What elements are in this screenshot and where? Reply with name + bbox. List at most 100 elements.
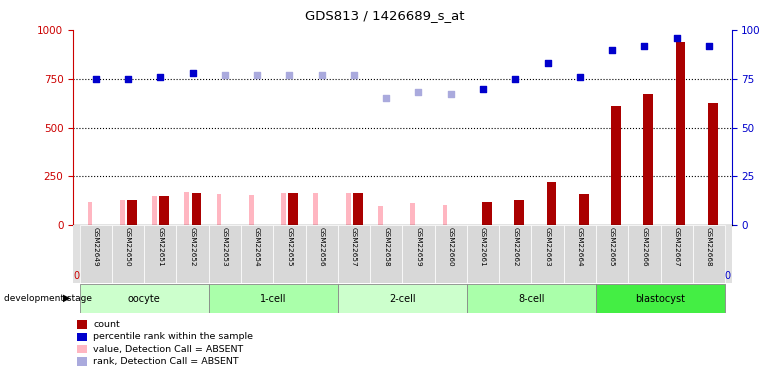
Point [574,74,586,80]
Bar [127,200,137,225]
Bar [467,284,596,313]
Text: rank, Detection Call = ABSENT: rank, Detection Call = ABSENT [93,357,239,366]
Point [283,72,296,78]
Bar [216,194,222,225]
Text: GSM22653: GSM22653 [222,227,228,266]
Point [89,76,102,82]
Point [541,60,554,66]
Bar [708,103,718,225]
Bar [338,225,370,283]
Point [703,43,715,49]
Bar [192,193,201,225]
Bar [120,200,125,225]
Bar [514,200,524,225]
Bar [79,284,209,313]
Text: GSM22660: GSM22660 [447,227,454,266]
Bar [675,42,685,225]
Bar [410,202,415,225]
Bar [176,225,209,283]
Text: GSM22664: GSM22664 [577,227,583,266]
Bar [79,225,112,283]
Text: 2-cell: 2-cell [389,294,416,303]
Text: GSM22666: GSM22666 [641,227,648,266]
Text: GSM22656: GSM22656 [319,227,325,266]
Point [154,74,166,80]
Text: 0: 0 [74,271,80,281]
Bar [289,193,298,225]
Bar [144,225,176,283]
Point [412,89,424,95]
Bar [273,225,306,283]
Text: oocyte: oocyte [128,294,160,303]
Bar [467,225,499,283]
Text: GSM22652: GSM22652 [189,227,196,266]
Bar [209,284,338,313]
Point [671,35,683,41]
Bar [628,225,661,283]
Bar [112,225,144,283]
Bar [338,284,467,313]
Bar [241,225,273,283]
Text: value, Detection Call = ABSENT: value, Detection Call = ABSENT [93,345,243,354]
Point [606,46,618,53]
Text: GSM22667: GSM22667 [674,227,680,266]
Text: GSM22651: GSM22651 [157,227,163,266]
Bar [313,193,318,225]
Text: GSM22654: GSM22654 [254,227,260,266]
Text: GSM22661: GSM22661 [480,227,486,266]
Bar [346,193,350,225]
Bar [499,225,531,283]
Point [638,43,651,49]
Text: GSM22665: GSM22665 [609,227,615,266]
Point [122,76,134,82]
Bar [306,225,338,283]
Text: GSM22649: GSM22649 [92,227,99,266]
Bar [611,106,621,225]
Point [186,70,199,76]
Text: count: count [93,320,120,329]
Text: GSM22655: GSM22655 [286,227,293,266]
Bar [281,193,286,225]
Bar [378,206,383,225]
Text: ▶: ▶ [63,293,71,303]
Text: GSM22658: GSM22658 [383,227,389,266]
Bar [596,284,725,313]
Point [348,72,360,78]
Point [251,72,263,78]
Bar [184,192,189,225]
Bar [353,193,363,225]
Text: development stage: development stage [4,294,92,303]
Point [380,95,393,101]
Text: GSM22659: GSM22659 [416,227,421,266]
Bar [443,204,447,225]
Text: 0: 0 [725,271,731,281]
Bar [693,225,725,283]
Bar [403,225,434,283]
Bar [209,225,241,283]
Text: blastocyst: blastocyst [635,294,685,303]
Text: percentile rank within the sample: percentile rank within the sample [93,332,253,341]
Bar [579,194,588,225]
Text: GSM22650: GSM22650 [125,227,131,266]
Text: GSM22668: GSM22668 [706,227,712,266]
Point [444,92,457,98]
Bar [482,202,492,225]
Bar [159,196,169,225]
Bar [434,225,467,283]
Text: GSM22662: GSM22662 [512,227,518,266]
Text: 8-cell: 8-cell [518,294,544,303]
Bar [564,225,596,283]
Bar [88,202,92,225]
Bar [370,225,403,283]
Bar [644,94,653,225]
Bar [547,182,556,225]
Bar [661,225,693,283]
Text: GSM22663: GSM22663 [544,227,551,266]
Bar [249,195,253,225]
Bar [152,196,157,225]
Point [477,86,489,92]
Point [509,76,521,82]
Point [219,72,231,78]
Bar [531,225,564,283]
Text: GSM22657: GSM22657 [351,227,357,266]
